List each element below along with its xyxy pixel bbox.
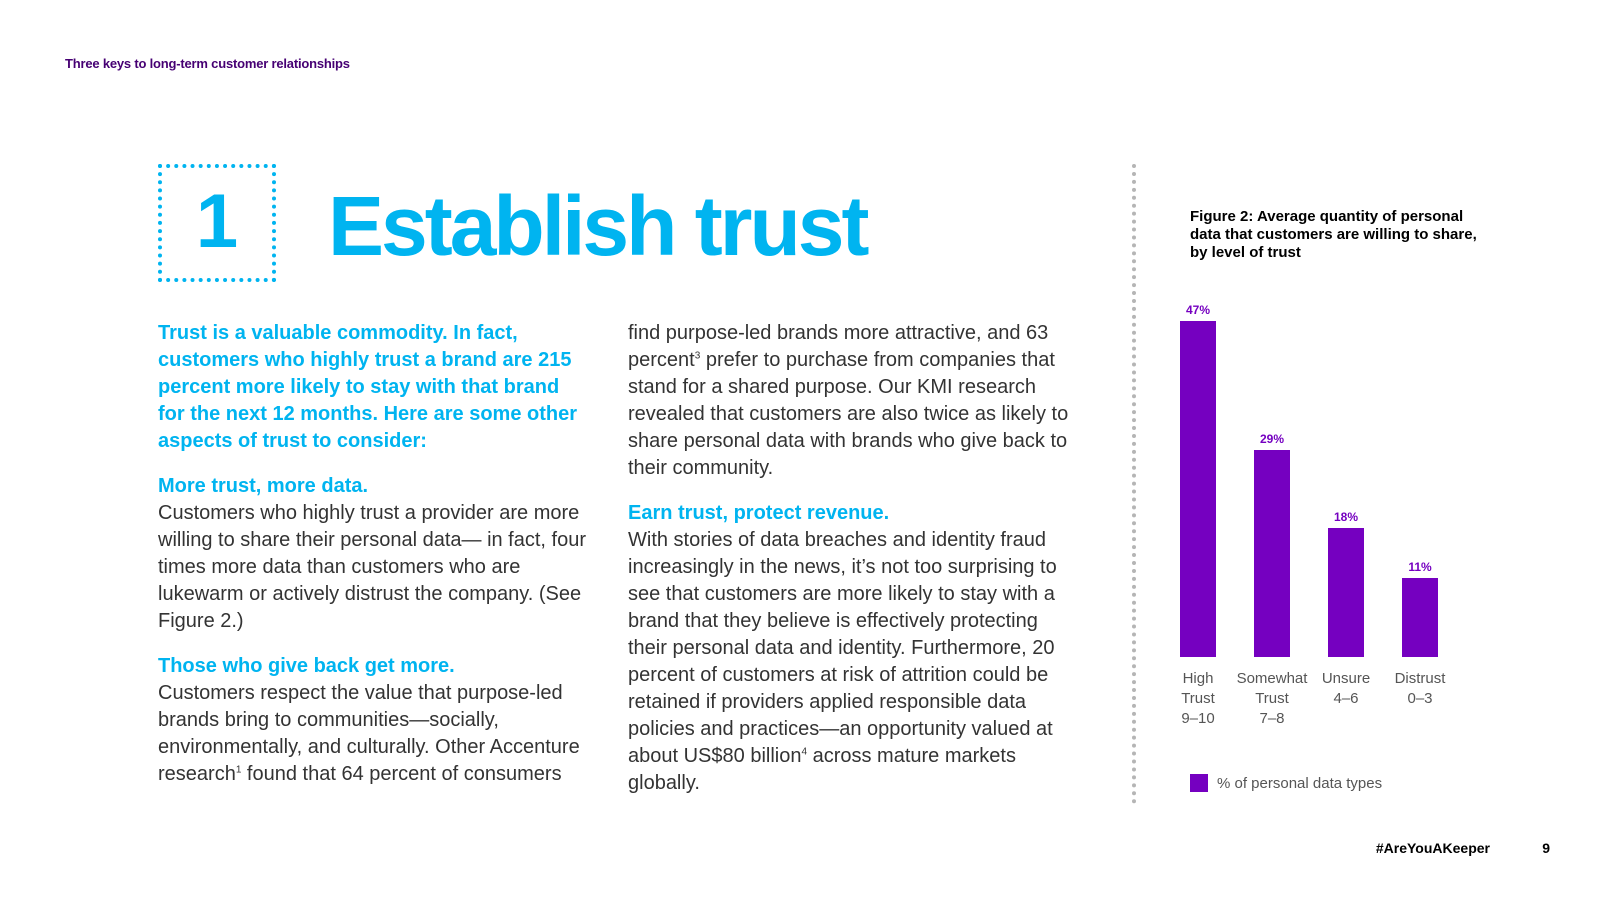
section-header-label: Three keys to long-term customer relatio… (65, 56, 350, 71)
category-label: Unsure 4–6 (1321, 670, 1371, 707)
body-give-back: Customers respect the value that purpose… (158, 680, 588, 788)
bar-value-label: 47% (1185, 303, 1211, 318)
section-number: 1 (195, 179, 239, 264)
footnote-ref: 3 (694, 350, 701, 362)
lead-paragraph: Trust is a valuable commodity. In fact, … (158, 322, 578, 452)
chart-bar (1254, 449, 1290, 657)
text-column-1: Trust is a valuable commodity. In fact, … (158, 320, 588, 806)
category-label: Distrust 0–3 (1394, 670, 1446, 707)
subheading-give-back: Those who give back get more. (158, 655, 455, 677)
legend-label: % of personal data types (1217, 774, 1383, 792)
body-purpose-led-text-end: prefer to purchase from companies that s… (628, 349, 1069, 479)
chart-legend: % of personal data types (1190, 774, 1382, 792)
bar-value-label: 18% (1333, 510, 1359, 525)
body-purpose-led-text: find purpose-led brands more attractive,… (628, 322, 1049, 371)
section-number-box: 1 (158, 164, 276, 282)
bar-value-label: 11% (1408, 560, 1432, 575)
body-more-trust: Customers who highly trust a provider ar… (158, 502, 586, 632)
body-purpose-led: find purpose-led brands more attractive,… (628, 320, 1078, 482)
bar-chart: 47% High Trust 9–10 29% Somewhat Trust 7–8 1… (1180, 300, 1500, 800)
legend-swatch (1190, 774, 1208, 792)
chart-plot-area: 47% High Trust 9–10 29% Somewhat Trust 7–8 1… (1180, 300, 1500, 727)
page-number: 9 (1542, 840, 1550, 856)
category-label: High Trust 9–10 (1181, 670, 1215, 727)
subheading-earn-trust: Earn trust, protect revenue. (628, 502, 890, 524)
footer-hashtag: #AreYouAKeeper (1375, 840, 1490, 856)
bar-value-label: 29% (1259, 431, 1285, 446)
footnote-ref: 4 (801, 746, 808, 758)
text-column-2: find purpose-led brands more attractive,… (628, 320, 1078, 815)
footnote-ref: 1 (235, 764, 242, 776)
figure-title: Figure 2: Average quantity of personal d… (1190, 208, 1477, 261)
chart-bar (1328, 528, 1364, 657)
dotted-divider (1132, 164, 1136, 804)
body-give-back-text: Customers respect the value that purpose… (158, 682, 580, 785)
chart-bar (1402, 578, 1438, 657)
page-title: Establish trust (328, 179, 869, 273)
chart-bar (1180, 321, 1216, 657)
body-earn-trust-text-end: across mature markets globally. (628, 745, 1016, 794)
body-earn-trust-text: With stories of data breaches and identi… (628, 529, 1057, 767)
category-label: Somewhat Trust 7–8 (1236, 670, 1308, 727)
body-give-back-text-end: found that 64 percent of consumers (241, 763, 562, 785)
subheading-more-trust: More trust, more data. (158, 475, 369, 497)
body-earn-trust: With stories of data breaches and identi… (628, 527, 1078, 797)
